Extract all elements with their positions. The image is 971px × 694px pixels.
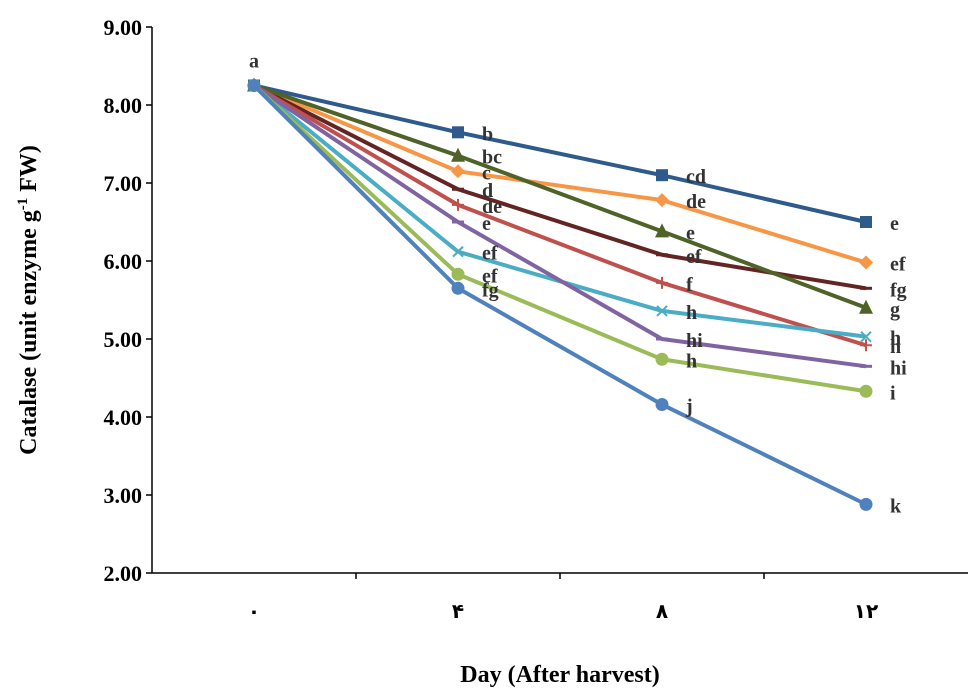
data-point — [859, 255, 873, 270]
x-axis-ticks: ٠ ۴ ٨ ١٢ — [248, 573, 878, 623]
data-point — [655, 352, 669, 366]
y-axis-title-superscript: -1 — [15, 198, 31, 211]
point-significance-label: fg — [890, 279, 907, 301]
y-tick-label: 2.00 — [104, 561, 143, 586]
data-point — [656, 276, 668, 289]
point-significance-label: h — [890, 328, 901, 350]
series-8 — [247, 79, 873, 398]
point-significance-label: bc — [482, 147, 502, 169]
data-point — [860, 330, 872, 343]
data-point — [451, 281, 465, 295]
data-point — [451, 164, 465, 179]
y-axis-title-main: Catalase (unit enzyme g — [16, 210, 42, 455]
point-significance-label: i — [890, 382, 896, 404]
series-line — [252, 84, 867, 507]
data-point — [859, 497, 873, 511]
point-significance-label: f — [686, 274, 693, 296]
point-significance-label: c — [482, 162, 491, 184]
data-point — [452, 245, 464, 258]
series-9 — [247, 79, 873, 511]
y-axis-title: Catalase (unit enzyme g-1 FW) — [15, 145, 42, 455]
point-significance-label: ef — [890, 254, 906, 276]
series-line — [252, 84, 867, 394]
data-point — [859, 384, 873, 398]
point-significance-label: ef — [686, 246, 702, 268]
point-significance-label: hi — [686, 330, 703, 352]
start-significance-label: a — [249, 51, 259, 73]
point-significance-label: ef — [482, 243, 498, 265]
y-tick-label: 4.00 — [104, 405, 143, 430]
point-significance-label: cd — [686, 166, 706, 188]
series-layer — [247, 77, 873, 511]
y-tick-label: 8.00 — [104, 93, 143, 118]
series-1 — [248, 79, 872, 228]
data-point — [656, 169, 668, 182]
y-tick-label: 3.00 — [104, 483, 143, 508]
data-point — [860, 216, 872, 228]
data-point — [656, 305, 668, 317]
x-axis-title: Day (After harvest) — [460, 662, 660, 688]
x-tick-label: ٨ — [656, 599, 668, 623]
y-tick-label: 9.00 — [104, 15, 143, 40]
y-tick-label: 5.00 — [104, 327, 143, 352]
point-significance-label: ef — [482, 265, 498, 287]
data-point — [451, 267, 465, 281]
x-tick-label: ۴ — [452, 599, 464, 623]
y-axis-ticks: 2.00 3.00 4.00 5.00 6.00 7.00 8.00 9.00 — [104, 15, 152, 586]
point-significance-label: e — [482, 213, 491, 235]
data-point — [247, 79, 261, 92]
point-significance-label: de — [686, 191, 706, 213]
x-tick-label: ٠ — [248, 599, 260, 623]
data-point — [860, 339, 872, 352]
x-tick-label: ١٢ — [854, 599, 878, 623]
data-point — [655, 223, 669, 238]
point-significance-label: h — [890, 336, 901, 358]
point-significance-label: fg — [482, 279, 499, 301]
point-significance-label: hi — [890, 357, 907, 379]
series-line — [252, 83, 867, 369]
y-axis-title-end: FW) — [16, 145, 42, 198]
point-significance-label: de — [482, 196, 502, 218]
data-point — [859, 299, 873, 314]
point-significance-label: b — [482, 123, 493, 145]
point-significance-label: j — [685, 396, 693, 418]
series-line — [253, 83, 867, 224]
data-point — [655, 398, 669, 412]
data-point — [655, 193, 669, 208]
series-line — [253, 83, 867, 310]
point-significance-label: h — [686, 302, 697, 324]
data-point — [452, 126, 464, 139]
series-line — [252, 83, 867, 348]
series-6 — [248, 79, 872, 343]
point-significance-label: d — [482, 180, 493, 202]
point-significance-label: h — [686, 350, 697, 372]
data-point — [452, 198, 464, 211]
y-tick-label: 6.00 — [104, 249, 143, 274]
point-significance-label: e — [686, 222, 695, 244]
y-tick-label: 7.00 — [104, 171, 143, 196]
point-significance-label: g — [890, 299, 900, 321]
data-point — [451, 147, 465, 162]
series-line — [253, 83, 867, 265]
point-significance-label: k — [890, 495, 902, 517]
point-significance-label: e — [890, 213, 899, 235]
